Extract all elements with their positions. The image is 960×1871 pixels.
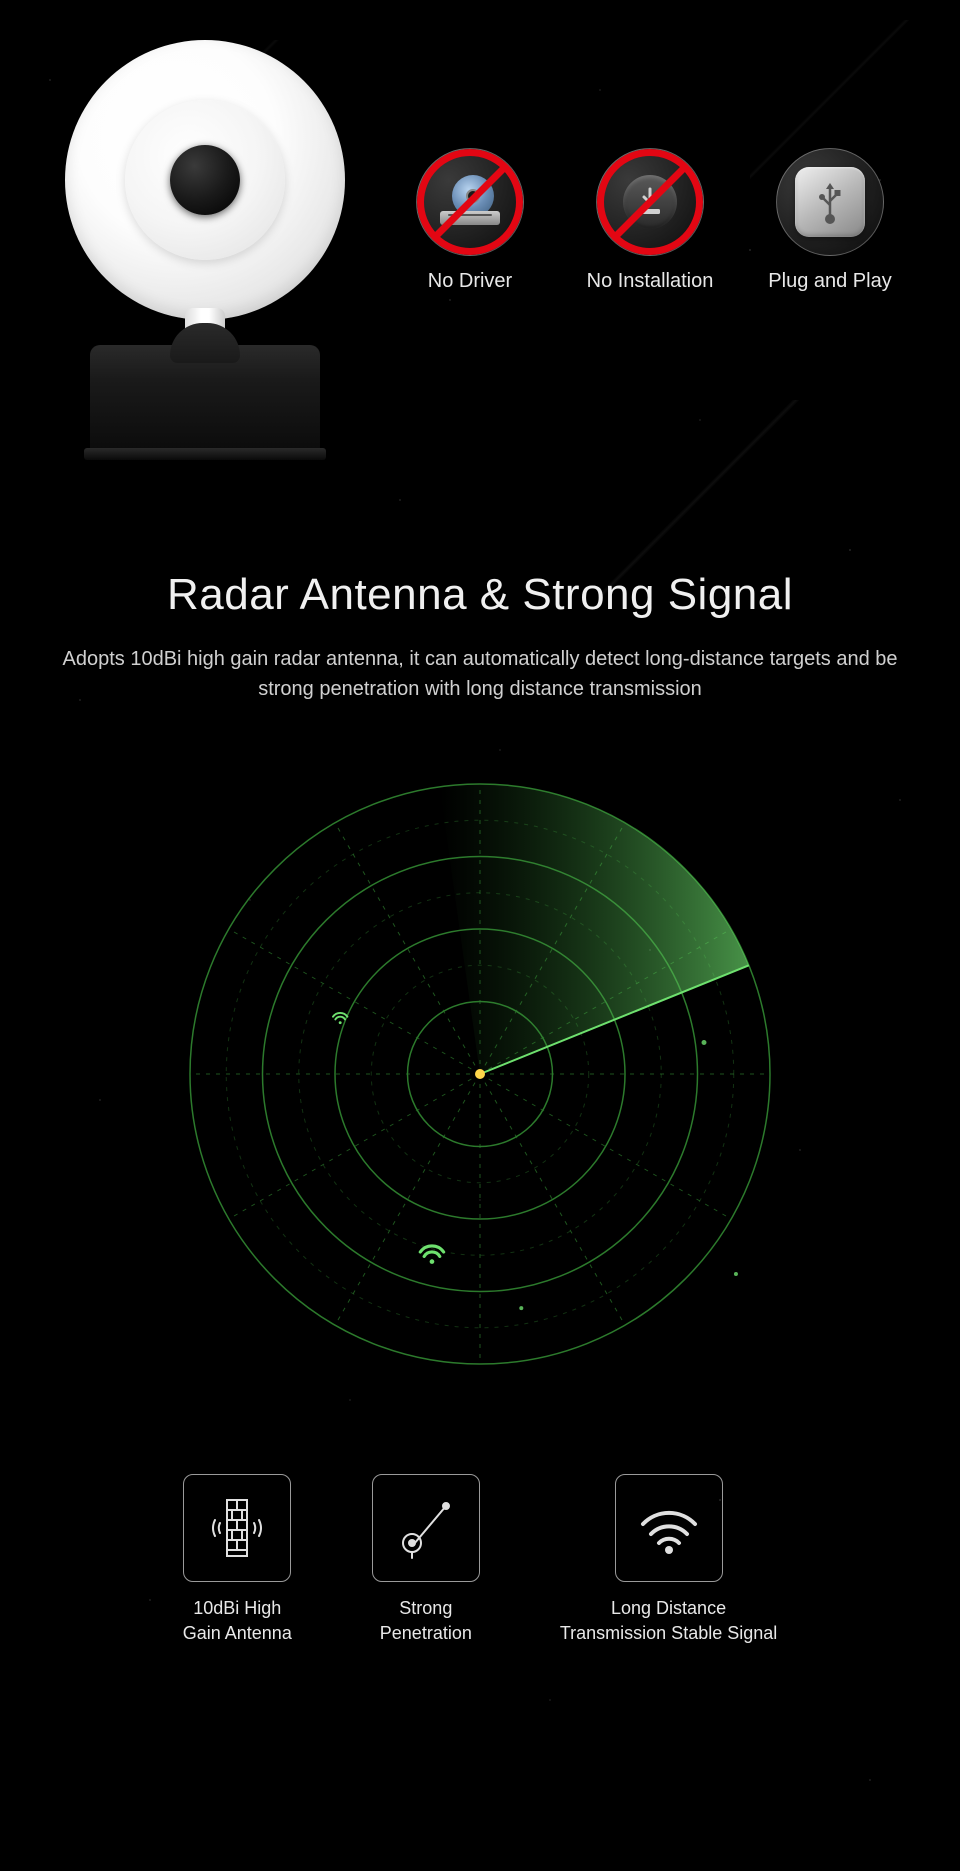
feature-badges-row: No Driver No Installation [400,148,900,293]
feature-gain-antenna: 10dBi High Gain Antenna [183,1474,292,1646]
badge-no-driver: No Driver [400,148,540,293]
badge-label: Plug and Play [768,270,891,293]
feature-label: Strong Penetration [380,1596,472,1646]
hero-section: No Driver No Installation [0,0,960,510]
feature-long-distance: Long Distance Transmission Stable Signal [560,1474,777,1646]
badge-label: No Installation [587,270,714,293]
product-illustration [40,30,370,460]
badge-plug-and-play: Plug and Play [760,148,900,293]
antenna-dish [65,40,345,320]
feature-label: 10dBi High Gain Antenna [183,1596,292,1646]
section-subtitle: Adopts 10dBi high gain radar antenna, it… [60,644,900,704]
radar-diagram [180,774,780,1374]
section-title: Radar Antenna & Strong Signal [0,570,960,620]
no-driver-icon [416,148,524,256]
plug-and-play-icon [776,148,884,256]
penetration-icon [372,1474,480,1582]
feature-penetration: Strong Penetration [372,1474,480,1646]
wifi-icon [615,1474,723,1582]
no-installation-icon [596,148,704,256]
badge-no-installation: No Installation [580,148,720,293]
bottom-features-row: 10dBi High Gain Antenna Strong Penetrati… [0,1474,960,1646]
antenna-wall-icon [183,1474,291,1582]
antenna-base [90,345,320,460]
feature-label: Long Distance Transmission Stable Signal [560,1596,777,1646]
badge-label: No Driver [428,270,512,293]
